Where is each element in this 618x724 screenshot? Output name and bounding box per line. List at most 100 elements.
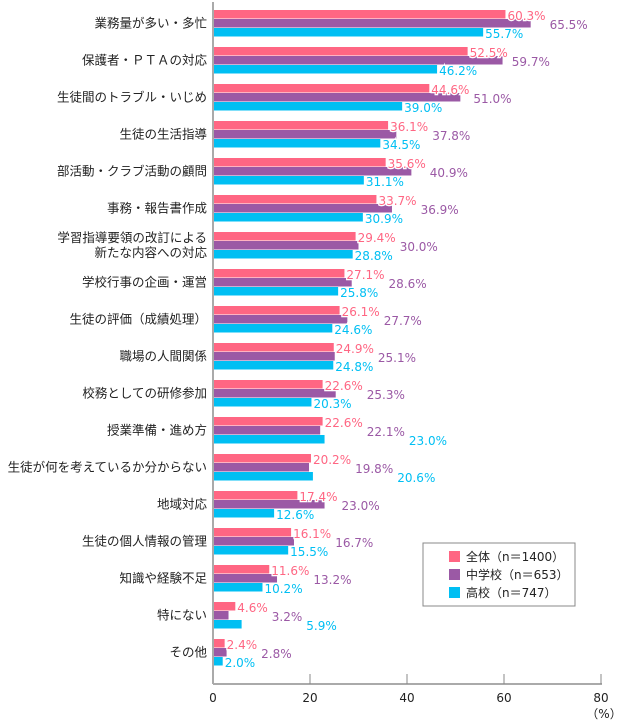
x-tick-label: 0 bbox=[209, 691, 217, 705]
data-label: 23.0% bbox=[409, 434, 447, 448]
bar bbox=[213, 65, 438, 74]
data-label: 3.2% bbox=[272, 610, 303, 624]
bar bbox=[213, 417, 323, 426]
data-label: 22.6% bbox=[325, 416, 363, 430]
category-label: 学校行事の企画・運営 bbox=[82, 275, 207, 290]
x-tick-label: 20 bbox=[302, 691, 317, 705]
data-label: 33.7% bbox=[378, 194, 416, 208]
data-label: 25.3% bbox=[367, 388, 405, 402]
x-unit-label: （%） bbox=[586, 707, 618, 721]
data-label: 20.3% bbox=[313, 397, 351, 411]
legend-label: 全体（n＝1400） bbox=[466, 549, 564, 564]
data-label: 27.7% bbox=[384, 314, 422, 328]
bar bbox=[213, 343, 334, 352]
data-label: 44.6% bbox=[431, 83, 469, 97]
legend-swatch bbox=[449, 587, 460, 598]
bar bbox=[213, 509, 275, 518]
category-label: 生徒間のトラブル・いじめ bbox=[57, 90, 207, 105]
bar bbox=[213, 500, 325, 509]
bar bbox=[213, 389, 336, 398]
data-label: 36.1% bbox=[390, 120, 428, 134]
category-label: 生徒の評価（成績処理） bbox=[69, 312, 207, 327]
category-label: 特にない bbox=[157, 608, 207, 623]
bar bbox=[213, 611, 229, 620]
bar bbox=[213, 324, 333, 333]
bar bbox=[213, 574, 278, 583]
x-tick-label: 60 bbox=[496, 691, 511, 705]
bar bbox=[213, 639, 225, 648]
data-label: 25.1% bbox=[378, 351, 416, 365]
data-label: 2.8% bbox=[261, 647, 292, 661]
bar bbox=[213, 463, 310, 472]
bar bbox=[213, 620, 242, 629]
legend-label: 高校（n＝747） bbox=[466, 585, 557, 600]
bar bbox=[213, 167, 412, 176]
data-label: 2.0% bbox=[225, 656, 256, 670]
data-label: 59.7% bbox=[512, 55, 550, 69]
data-label: 36.9% bbox=[421, 203, 459, 217]
bar bbox=[213, 306, 340, 315]
bar bbox=[213, 19, 531, 28]
data-label: 25.8% bbox=[340, 286, 378, 300]
category-label: 業務量が多い・多忙 bbox=[94, 16, 207, 31]
data-label: 28.6% bbox=[389, 277, 427, 291]
data-label: 16.1% bbox=[293, 527, 331, 541]
data-label: 23.0% bbox=[342, 499, 380, 513]
bar bbox=[213, 602, 236, 611]
data-label: 34.5% bbox=[382, 138, 420, 152]
bar bbox=[213, 537, 294, 546]
bar bbox=[213, 491, 298, 500]
data-label: 65.5% bbox=[550, 18, 588, 32]
data-label: 13.2% bbox=[313, 573, 351, 587]
x-tick-label: 80 bbox=[593, 691, 608, 705]
data-label: 35.6% bbox=[388, 157, 426, 171]
data-label: 11.6% bbox=[271, 564, 309, 578]
bar bbox=[213, 176, 364, 185]
data-label: 22.6% bbox=[325, 379, 363, 393]
bar bbox=[213, 241, 359, 250]
category-label: 生徒が何を考えているか分からない bbox=[8, 460, 207, 475]
bar bbox=[213, 657, 223, 666]
bar bbox=[213, 250, 353, 259]
bar bbox=[213, 47, 468, 56]
bar bbox=[213, 398, 312, 407]
data-label: 27.1% bbox=[346, 268, 384, 282]
category-label: 新たな内容への対応 bbox=[94, 245, 207, 260]
category-label: 事務・報告書作成 bbox=[107, 201, 207, 216]
data-label: 10.2% bbox=[264, 582, 302, 596]
category-label: 生徒の生活指導 bbox=[119, 127, 207, 142]
bar bbox=[213, 102, 403, 111]
bar bbox=[213, 56, 503, 65]
data-label: 29.4% bbox=[358, 231, 396, 245]
bar bbox=[213, 380, 323, 389]
data-label: 51.0% bbox=[473, 92, 511, 106]
bar bbox=[213, 269, 345, 278]
category-label: 校務としての研修参加 bbox=[82, 386, 207, 401]
data-label: 24.8% bbox=[335, 360, 373, 374]
bar bbox=[213, 583, 263, 592]
legend bbox=[422, 542, 576, 607]
legend-swatch bbox=[449, 551, 460, 562]
data-label: 15.5% bbox=[290, 545, 328, 559]
data-label: 22.1% bbox=[367, 425, 405, 439]
bar bbox=[213, 130, 397, 139]
data-label: 24.9% bbox=[336, 342, 374, 356]
bar bbox=[213, 454, 311, 463]
x-tick-label: 40 bbox=[399, 691, 414, 705]
data-label: 31.1% bbox=[366, 175, 404, 189]
category-label: 生徒の個人情報の管理 bbox=[82, 534, 208, 549]
category-label: 保護者・ＰＴＡの対応 bbox=[82, 53, 208, 68]
bar bbox=[213, 93, 461, 102]
data-label: 37.8% bbox=[432, 129, 470, 143]
category-label: 部活動・クラブ活動の顧問 bbox=[57, 164, 207, 179]
bar bbox=[213, 10, 506, 19]
data-label: 46.2% bbox=[439, 64, 477, 78]
data-label: 30.9% bbox=[365, 212, 403, 226]
data-label: 52.5% bbox=[470, 46, 508, 60]
data-label: 30.0% bbox=[400, 240, 438, 254]
category-label: その他 bbox=[169, 645, 207, 660]
bar bbox=[213, 435, 325, 444]
bar bbox=[213, 195, 377, 204]
bar bbox=[213, 315, 348, 324]
data-label: 60.3% bbox=[507, 9, 545, 23]
